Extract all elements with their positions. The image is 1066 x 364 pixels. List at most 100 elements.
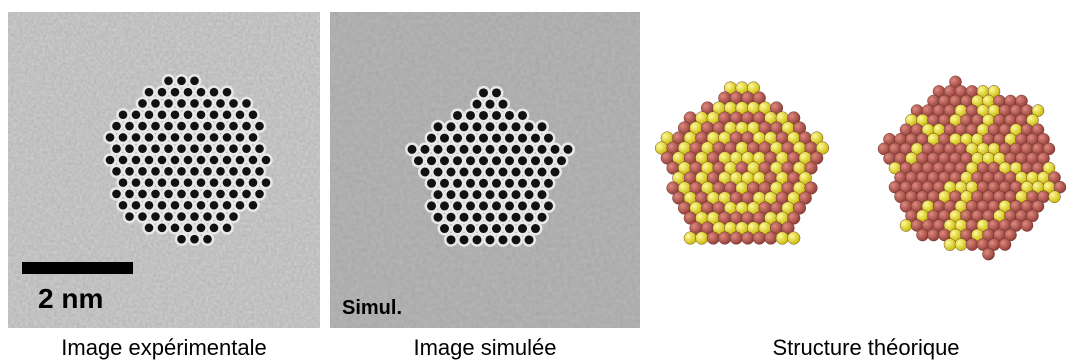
experimental-image	[8, 12, 320, 328]
atom-column	[538, 168, 547, 177]
atom-column	[525, 168, 534, 177]
atom-column	[190, 212, 199, 221]
atom-column	[229, 99, 238, 108]
atom-column	[453, 134, 462, 143]
atom-column	[151, 167, 160, 176]
atom-column	[473, 235, 482, 244]
atom-column	[531, 179, 540, 188]
atom-column	[557, 156, 566, 165]
atom-column	[132, 178, 141, 187]
atom-column	[158, 133, 167, 142]
atom	[684, 232, 697, 245]
atom-column	[184, 201, 193, 210]
atom-column	[486, 122, 495, 131]
atom-column	[512, 190, 521, 199]
atom-column	[447, 122, 456, 131]
atom-column	[164, 212, 173, 221]
atom-column	[492, 111, 501, 120]
atom-column	[203, 190, 212, 199]
atom-column	[158, 224, 167, 233]
atom-column	[119, 133, 128, 142]
atom	[982, 248, 994, 260]
atom-column	[177, 99, 186, 108]
atom-column	[125, 167, 134, 176]
atom-column	[223, 178, 232, 187]
atom-column	[171, 201, 180, 210]
atom-column	[177, 77, 186, 86]
atom-column	[434, 190, 443, 199]
atom	[718, 232, 731, 245]
atom-column	[151, 212, 160, 221]
atom-column	[216, 99, 225, 108]
atom-column	[466, 179, 475, 188]
atom-column	[427, 156, 436, 165]
atom-column	[242, 167, 251, 176]
atom-column	[138, 99, 147, 108]
atom-column	[151, 144, 160, 153]
atom-column	[164, 99, 173, 108]
atom-column	[112, 144, 121, 153]
atom-column	[525, 213, 534, 222]
atom-column	[119, 178, 128, 187]
atom-column	[138, 122, 147, 131]
atom	[955, 239, 967, 251]
atom-column	[479, 88, 488, 97]
atom-column	[473, 213, 482, 222]
atom-column	[112, 122, 121, 131]
atom-column	[249, 178, 258, 187]
atom	[1048, 191, 1060, 203]
atom-column	[255, 167, 264, 176]
atom-column	[249, 201, 258, 210]
atom-column	[544, 179, 553, 188]
scale-label: 2 nm	[38, 283, 103, 314]
atom-column	[460, 145, 469, 154]
atom-column	[447, 235, 456, 244]
atom-column	[427, 179, 436, 188]
atom-column	[531, 156, 540, 165]
atom-column	[525, 235, 534, 244]
atom-column	[197, 201, 206, 210]
atom-column	[255, 190, 264, 199]
atom-column	[460, 122, 469, 131]
cluster-cuboctahedron	[878, 76, 1066, 260]
atom-column	[132, 201, 141, 210]
atom-column	[197, 224, 206, 233]
simulated-image	[330, 12, 640, 328]
atom	[787, 232, 800, 245]
atom-column	[132, 133, 141, 142]
atom-column	[158, 201, 167, 210]
atom-column	[203, 144, 212, 153]
cluster-decahedron	[655, 82, 829, 245]
atom-column	[229, 190, 238, 199]
atom-column	[145, 201, 154, 210]
atom-column	[479, 201, 488, 210]
atom-column	[190, 122, 199, 131]
atom-column	[499, 190, 508, 199]
atom-column	[236, 178, 245, 187]
atom-column	[171, 110, 180, 119]
atom-column	[434, 122, 443, 131]
atom-column	[242, 99, 251, 108]
atom-column	[473, 100, 482, 109]
atom-column	[210, 201, 219, 210]
atom-column	[158, 156, 167, 165]
atom-column	[138, 167, 147, 176]
atom-column	[106, 156, 115, 165]
atom-column	[216, 122, 225, 131]
atom-column	[203, 99, 212, 108]
atom	[730, 232, 743, 245]
atom-column	[479, 224, 488, 233]
atom	[916, 229, 928, 241]
atom-column	[538, 122, 547, 131]
atom-column	[229, 122, 238, 131]
atom-column	[492, 201, 501, 210]
atom-column	[216, 144, 225, 153]
atom-column	[440, 224, 449, 233]
atom-column	[453, 179, 462, 188]
atom-column	[223, 224, 232, 233]
atom-column	[184, 110, 193, 119]
atom-column	[518, 156, 527, 165]
atom-column	[447, 190, 456, 199]
atom	[741, 232, 754, 245]
atom-column	[473, 168, 482, 177]
